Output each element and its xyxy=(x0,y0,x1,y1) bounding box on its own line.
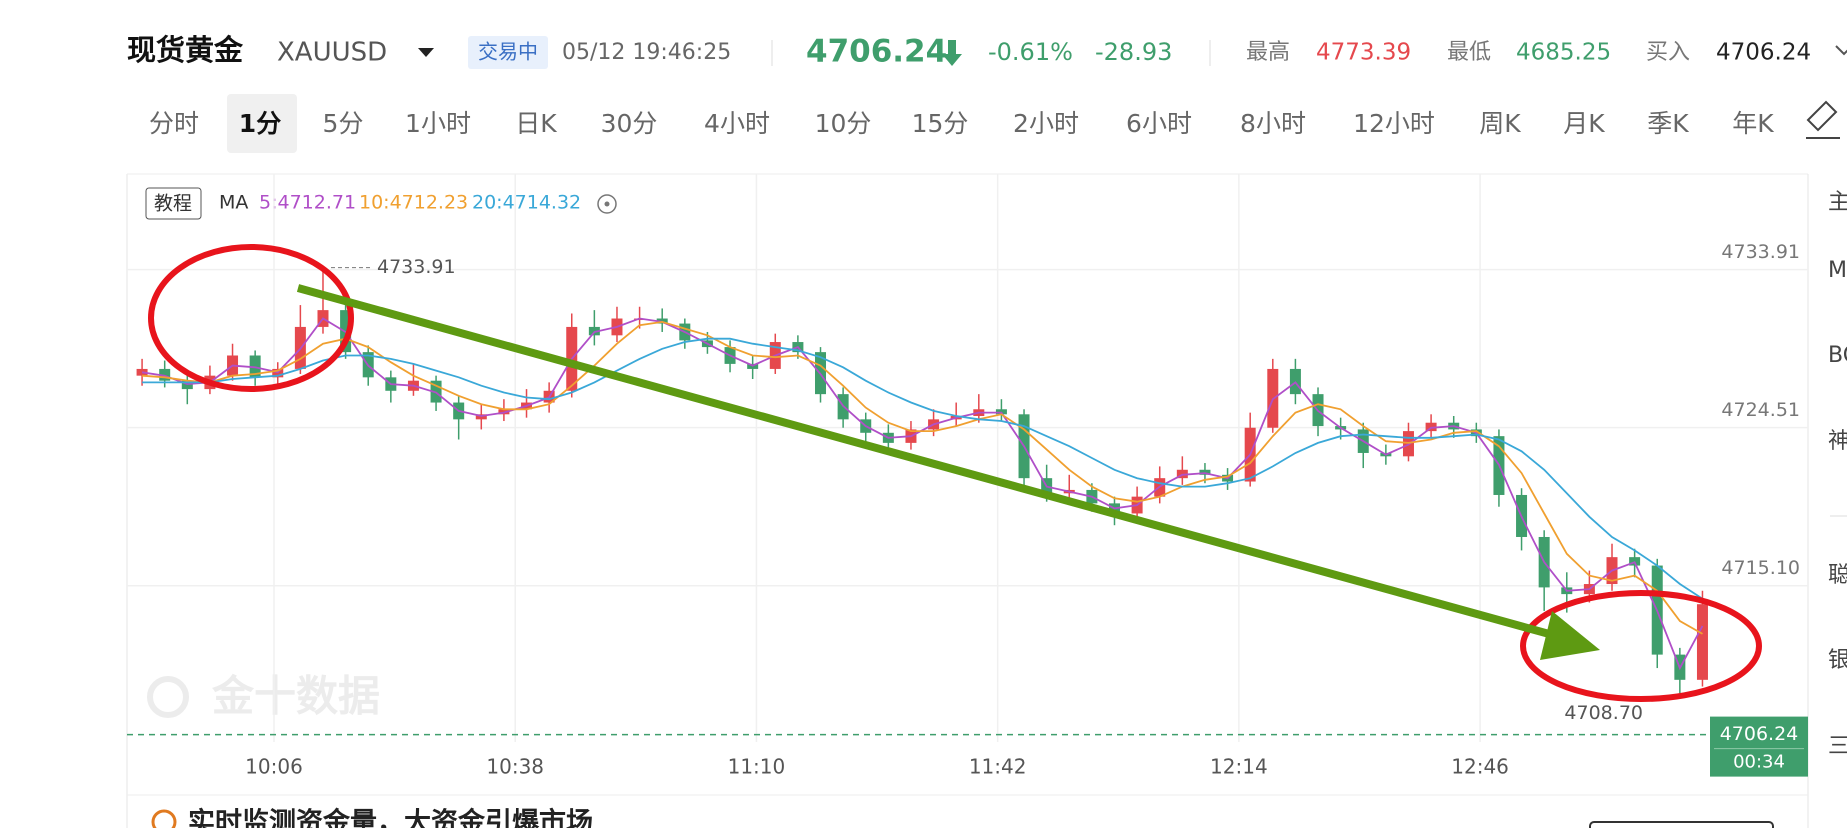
high-value: 4773.39 xyxy=(1316,40,1411,66)
tab[interactable]: 15分 xyxy=(912,109,969,138)
candle-body xyxy=(136,368,148,376)
symbol[interactable]: XAUUSD xyxy=(277,38,387,68)
high-label: 最高 xyxy=(1246,40,1290,65)
watermark: 金十数据 xyxy=(211,672,380,721)
change-percent: -0.61% xyxy=(988,38,1073,66)
indicator-name: MA xyxy=(219,192,248,214)
settings-icon[interactable] xyxy=(597,194,617,214)
tab[interactable]: 8小时 xyxy=(1240,109,1306,138)
watermark-logo xyxy=(147,676,189,718)
tab[interactable]: 5分 xyxy=(323,109,364,138)
tab[interactable]: 1小时 xyxy=(405,109,471,138)
tab[interactable]: 分时 xyxy=(149,109,199,138)
down-arrow xyxy=(942,40,962,66)
legend-entry: 5:4712.71 xyxy=(259,192,356,214)
tab[interactable]: 年K xyxy=(1732,109,1774,138)
status-badge xyxy=(468,36,548,69)
sidebar-item[interactable]: 三 xyxy=(1828,734,1847,759)
tab[interactable]: 2小时 xyxy=(1013,109,1079,138)
expand-icon[interactable] xyxy=(1835,45,1847,56)
datetime: 05/12 19:46:25 xyxy=(562,40,731,65)
ma-line xyxy=(142,337,1703,600)
tab[interactable]: 12小时 xyxy=(1353,109,1435,138)
tab[interactable]: 30分 xyxy=(601,109,658,138)
last-price-label: 4706.24 xyxy=(1720,723,1799,745)
tab[interactable]: 季K xyxy=(1647,109,1689,138)
low-label: 最低 xyxy=(1447,40,1491,65)
tab[interactable]: 周K xyxy=(1479,109,1521,138)
tutorial-label[interactable]: 教程 xyxy=(154,193,192,215)
trend-arrowhead xyxy=(1540,611,1600,660)
highlight-circle xyxy=(1520,590,1762,702)
settings-icon-dot xyxy=(604,201,610,207)
legend-entry: 10:4712.23 xyxy=(359,192,468,214)
sidebar-item[interactable]: BO xyxy=(1828,343,1847,368)
tutorial-button[interactable] xyxy=(145,187,202,220)
sidebar-item[interactable]: 主 xyxy=(1828,190,1847,215)
draw-tool-icon[interactable] xyxy=(1806,100,1840,139)
tab[interactable]: 月K xyxy=(1563,109,1605,138)
banner-icon xyxy=(151,809,177,828)
x-tick-label: 10:38 xyxy=(486,755,544,779)
y-tick-label: 4715.10 xyxy=(1721,557,1800,579)
tab[interactable]: 10分 xyxy=(815,109,872,138)
x-tick-label: 10:06 xyxy=(245,755,303,779)
x-tick-label: 12:14 xyxy=(1210,755,1268,779)
legend-entry: 20:4714.32 xyxy=(472,192,581,214)
plot-area: 4733.91 4724.51 4715.10 10:06 10:38 11:10 11:4… xyxy=(127,174,1808,779)
tab[interactable]: 6小时 xyxy=(1126,109,1192,138)
candle-body xyxy=(1696,604,1708,680)
selected-tab-bg xyxy=(227,94,297,153)
trend-arrow xyxy=(296,284,1562,641)
highlight-circle xyxy=(148,244,354,392)
legend: 5:4712.71 10:4712.23 20:4714.32 xyxy=(259,192,581,214)
last-price-tag xyxy=(1710,716,1808,777)
y-tick-label: 4733.91 xyxy=(1721,241,1800,263)
last-price: 4706.24 xyxy=(806,34,947,70)
change: -28.93 xyxy=(1095,38,1172,66)
status: 交易中 xyxy=(478,40,538,64)
sidebar-item[interactable]: 聪 xyxy=(1828,563,1847,588)
low-marker-label: 4708.70 xyxy=(1564,702,1643,724)
tab-bar: 分时 1分 5分 1小时 日K 30分 4小时 10分 15分 2小时 6小时 8小时 12小时 周K 月K… xyxy=(149,109,1774,138)
tab[interactable]: 日K xyxy=(515,109,557,138)
countdown: 00:34 xyxy=(1733,752,1785,773)
instrument-name: 现货黄金 xyxy=(127,33,244,67)
bid-value: 4706.24 xyxy=(1716,40,1811,66)
low-value: 4685.25 xyxy=(1516,40,1611,66)
y-tick-label: 4724.51 xyxy=(1721,399,1800,421)
x-tick-label: 11:42 xyxy=(969,755,1027,779)
tab[interactable]: 4小时 xyxy=(704,109,770,138)
banner-button[interactable] xyxy=(1589,821,1774,828)
sidebar-item[interactable]: M xyxy=(1828,258,1847,283)
sidebar-item[interactable]: 银 xyxy=(1828,648,1847,673)
x-tick-label: 11:10 xyxy=(728,755,786,779)
dropdown-icon[interactable] xyxy=(418,48,434,57)
sidebar-item[interactable]: 神 xyxy=(1828,429,1847,454)
header: 现货黄金 XAUUSD 交易中 05/12 19:46:25 4706.24 -… xyxy=(127,33,1847,70)
bid-label: 买入 xyxy=(1646,40,1690,65)
x-tick-label: 12:46 xyxy=(1451,755,1509,779)
high-marker-label: 4733.91 xyxy=(377,256,456,278)
banner-text: 实时监测资金量，大资金引爆市场 xyxy=(188,807,593,828)
tab[interactable]: 1分 xyxy=(239,109,281,138)
